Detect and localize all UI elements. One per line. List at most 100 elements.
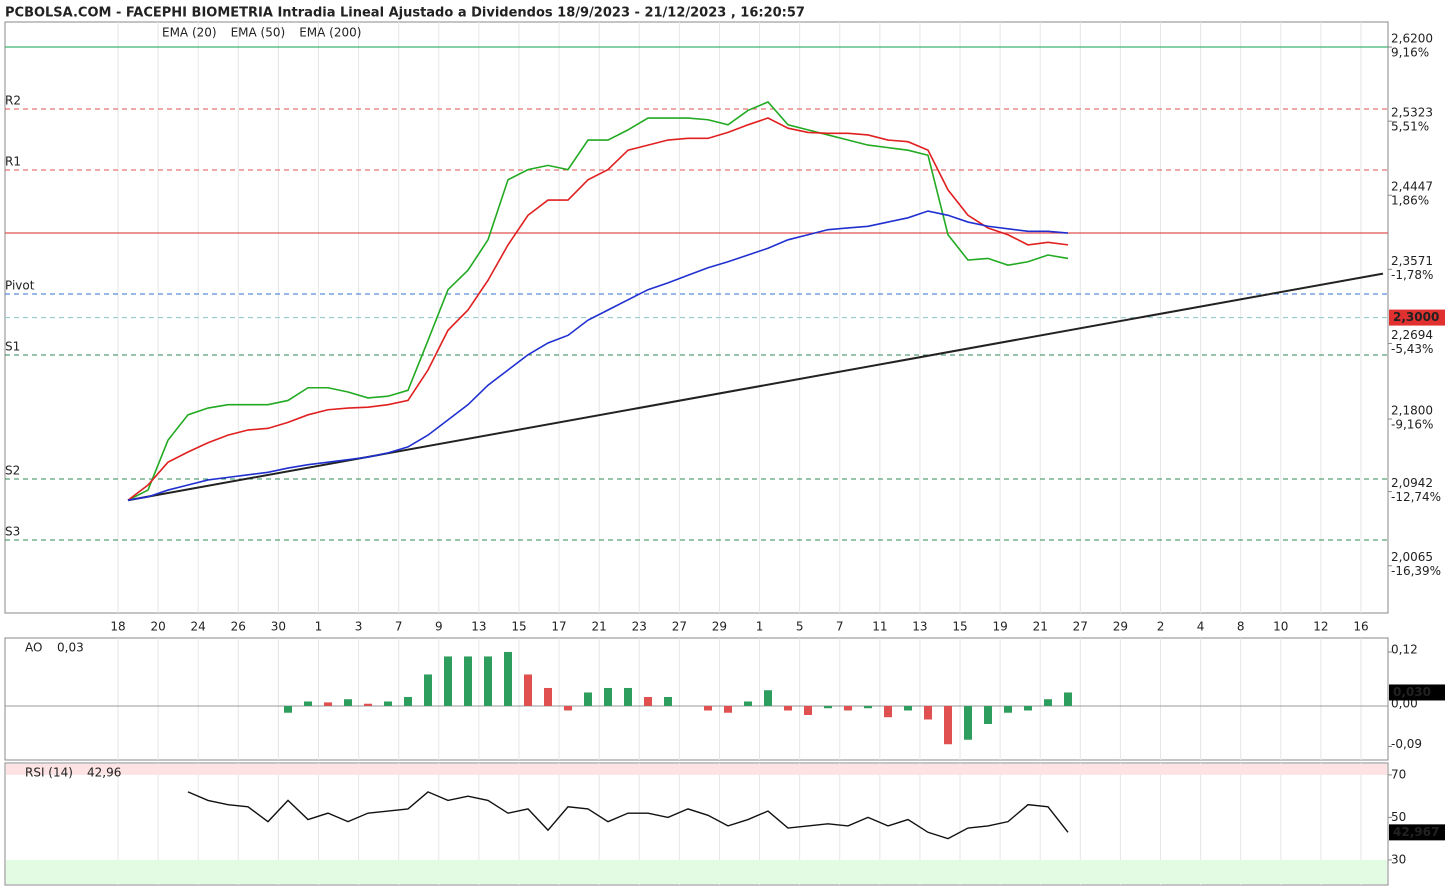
ao-bar: [604, 687, 612, 706]
y-tick-change: 5,51%: [1391, 120, 1429, 134]
ao-bar: [904, 705, 912, 711]
x-tick-label: 12: [1313, 620, 1328, 634]
ema-line: [127, 117, 1069, 501]
overbought-zone: [6, 764, 1387, 775]
x-tick-label: 27: [1073, 620, 1088, 634]
rsi-last-label: 42,967: [1393, 825, 1439, 839]
ao-bar: [704, 705, 712, 711]
ao-bar: [744, 701, 752, 706]
x-tick-label: 10: [1273, 620, 1288, 634]
last-price-label: 2,3000: [1393, 310, 1439, 324]
ao-bar: [944, 705, 952, 745]
ao-bar: [584, 692, 592, 706]
ao-bar: [724, 705, 732, 713]
ao-bar: [824, 705, 832, 709]
ao-bar: [444, 656, 452, 706]
x-tick-label: 16: [1353, 620, 1368, 634]
oversold-zone: [6, 859, 1387, 884]
ao-bar: [644, 696, 652, 706]
last-price-box: [1389, 309, 1445, 326]
ao-bar: [784, 705, 792, 711]
y-tick-label: 2,4447: [1391, 180, 1433, 194]
ao-bar: [764, 690, 772, 706]
rsi-title: RSI (14): [25, 766, 73, 780]
rsi-last-box: [1389, 824, 1445, 841]
trendline: [127, 272, 1384, 502]
y-tick-label: 2,2694: [1391, 328, 1433, 342]
ao-bar: [924, 705, 932, 720]
x-tick-label: 15: [952, 620, 967, 634]
ao-panel: [4, 637, 1389, 761]
rsi-panel: [4, 762, 1389, 886]
y-tick-change: 1,86%: [1391, 194, 1429, 208]
ao-bar: [464, 656, 472, 706]
y-tick-label: 2,0065: [1391, 550, 1433, 564]
ao-tick-label: 0,12: [1391, 642, 1418, 656]
ao-bar: [1004, 705, 1012, 713]
x-tick-label: 1: [756, 620, 764, 634]
x-tick-label: 20: [150, 620, 165, 634]
x-tick-label: 19: [992, 620, 1007, 634]
rsi-line: [187, 791, 1069, 840]
legend-entry: EMA (20): [162, 26, 217, 40]
ao-bar: [524, 674, 532, 706]
pivot-label: R1: [5, 155, 21, 169]
rsi-tick-label: 70: [1391, 767, 1406, 781]
x-tick-label: 13: [912, 620, 927, 634]
pivot-label: S1: [5, 340, 20, 354]
ao-bar: [804, 705, 812, 715]
legend-entry: EMA (200): [299, 26, 361, 40]
ao-bar: [364, 703, 372, 706]
y-tick-change: -12,74%: [1391, 490, 1441, 504]
x-tick-label: 1: [315, 620, 323, 634]
ao-current: 0,03: [57, 641, 84, 655]
ao-tick-label: -0,09: [1391, 737, 1422, 751]
x-tick-label: 8: [1237, 620, 1245, 634]
pivot-label: S2: [5, 463, 20, 477]
y-tick-label: 2,6200: [1391, 32, 1433, 46]
ao-bar: [304, 701, 312, 706]
ao-bar: [344, 699, 352, 706]
y-tick-label: 2,5323: [1391, 106, 1433, 120]
x-tick-label: 21: [1033, 620, 1048, 634]
y-tick-label: 2,1800: [1391, 404, 1433, 418]
x-tick-label: 11: [872, 620, 887, 634]
ao-bar: [424, 674, 432, 706]
ao-bar: [1044, 699, 1052, 706]
rsi-tick-label: 30: [1391, 852, 1406, 866]
y-tick-label: 2,3571: [1391, 254, 1433, 268]
pivot-label: S3: [5, 525, 20, 539]
ao-bar: [624, 687, 632, 706]
ema-line: [127, 210, 1069, 501]
x-tick-label: 24: [191, 620, 206, 634]
ao-bar: [864, 705, 872, 709]
ao-bar: [324, 702, 332, 706]
y-tick-label: 2,0942: [1391, 476, 1433, 490]
x-tick-label: 29: [712, 620, 727, 634]
ao-bar: [964, 705, 972, 740]
y-tick-change: -5,43%: [1391, 342, 1433, 356]
rsi-tick-label: 50: [1391, 810, 1406, 824]
y-tick-change: 9,16%: [1391, 46, 1429, 60]
rsi-current: 42,96: [87, 766, 121, 780]
pivot-label: R2: [5, 94, 21, 108]
ao-bar: [664, 696, 672, 706]
ao-bar: [844, 705, 852, 711]
ao-bar: [564, 705, 572, 711]
y-tick-change: -1,78%: [1391, 268, 1433, 282]
x-tick-label: 27: [672, 620, 687, 634]
ao-last-label: 0,030: [1393, 685, 1431, 699]
ao-bar: [544, 687, 552, 706]
x-tick-label: 7: [395, 620, 403, 634]
ao-bar: [284, 705, 292, 713]
x-tick-label: 9: [435, 620, 443, 634]
ao-bar: [404, 696, 412, 706]
ao-bar: [384, 701, 392, 706]
chart-title: PCBOLSA.COM - FACEPHI BIOMETRIA Intradia…: [5, 6, 805, 21]
y-tick-change: -16,39%: [1391, 564, 1441, 578]
x-tick-label: 3: [355, 620, 363, 634]
x-tick-label: 18: [110, 620, 125, 634]
ao-bar: [484, 656, 492, 706]
